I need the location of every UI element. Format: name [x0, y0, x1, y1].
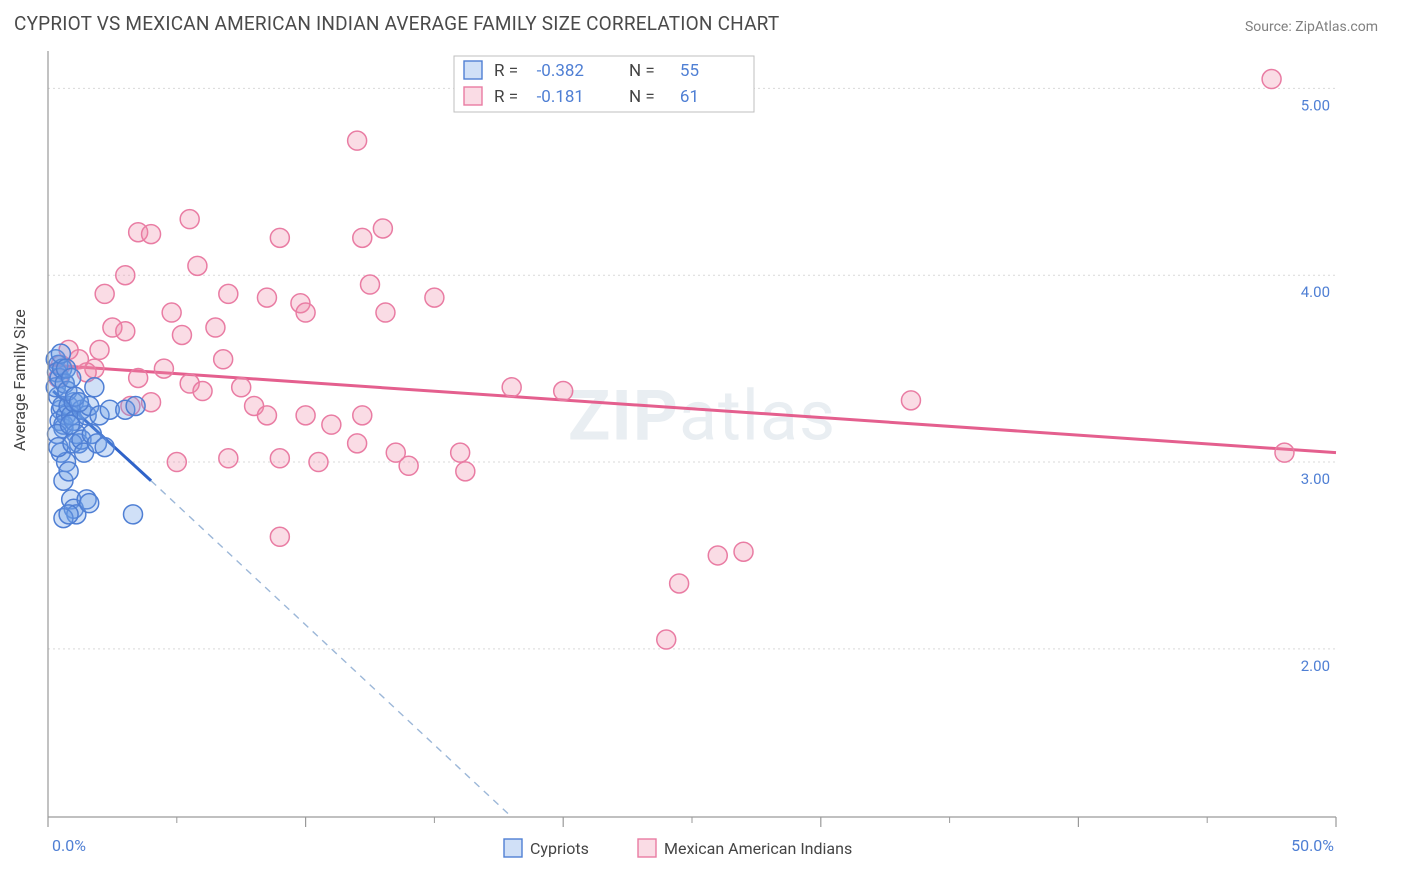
stats-N-label: N =	[629, 87, 655, 107]
data-point-cypriots	[80, 494, 99, 513]
data-point-mexican	[180, 210, 199, 229]
data-point-mexican	[116, 266, 135, 285]
legend-label-cypriots: Cypriots	[530, 839, 589, 858]
data-point-cypriots	[59, 505, 78, 524]
stats-R-label: R =	[494, 87, 518, 107]
data-point-mexican	[376, 303, 395, 322]
y-tick-label: 2.00	[1301, 657, 1330, 675]
stats-N-label: N =	[629, 61, 655, 81]
legend-swatch-cypriots	[504, 839, 522, 857]
trend-line-cypriots-extrapolated	[151, 481, 512, 817]
chart-container: Average Family Size 2.003.004.005.00ZIPa…	[14, 41, 1392, 892]
data-point-mexican	[154, 359, 173, 378]
data-point-mexican	[172, 325, 191, 344]
data-point-mexican	[399, 456, 418, 475]
stats-R-value-mexican: -0.181	[537, 87, 584, 107]
source-label: Source: ZipAtlas.com	[1245, 19, 1378, 35]
data-point-mexican	[270, 449, 289, 468]
data-point-mexican	[257, 406, 276, 425]
data-point-mexican	[502, 378, 521, 397]
data-point-cypriots	[95, 438, 114, 457]
data-point-mexican	[425, 288, 444, 307]
data-point-mexican	[657, 630, 676, 649]
data-point-mexican	[95, 284, 114, 303]
stats-R-value-cypriots: -0.382	[537, 61, 584, 81]
data-point-mexican	[373, 219, 392, 238]
data-point-cypriots	[62, 368, 81, 387]
data-point-mexican	[270, 228, 289, 247]
y-axis-label: Average Family Size	[10, 309, 29, 451]
data-point-cypriots	[59, 462, 78, 481]
stats-N-value-cypriots: 55	[680, 61, 699, 81]
data-point-mexican	[353, 228, 372, 247]
data-point-mexican	[219, 284, 238, 303]
data-point-mexican	[90, 340, 109, 359]
data-point-mexican	[142, 225, 161, 244]
data-point-cypriots	[126, 396, 145, 415]
data-point-mexican	[348, 434, 367, 453]
stats-N-value-mexican: 61	[680, 87, 699, 107]
data-point-mexican	[296, 303, 315, 322]
data-point-mexican	[1275, 443, 1294, 462]
x-axis-start-label: 0.0%	[52, 836, 86, 855]
data-point-mexican	[129, 368, 148, 387]
data-point-mexican	[670, 574, 689, 593]
data-point-mexican	[309, 453, 328, 472]
data-point-cypriots	[124, 505, 143, 524]
data-point-mexican	[257, 288, 276, 307]
data-point-mexican	[214, 350, 233, 369]
chart-title: CYPRIOT VS MEXICAN AMERICAN INDIAN AVERA…	[14, 12, 779, 35]
data-point-mexican	[1262, 70, 1281, 89]
legend-swatch-mexican	[638, 839, 656, 857]
data-point-mexican	[901, 391, 920, 410]
data-point-mexican	[554, 382, 573, 401]
data-point-mexican	[193, 382, 212, 401]
correlation-chart: 2.003.004.005.00ZIPatlas0.0%50.0%R =-0.3…	[14, 41, 1344, 892]
legend-label-mexican: Mexican American Indians	[664, 839, 852, 858]
data-point-mexican	[734, 542, 753, 561]
data-point-mexican	[348, 131, 367, 150]
y-tick-label: 3.00	[1301, 470, 1330, 488]
data-point-mexican	[296, 406, 315, 425]
data-point-mexican	[361, 275, 380, 294]
y-tick-label: 5.00	[1301, 96, 1330, 114]
stats-swatch-cypriots	[464, 61, 482, 79]
stats-R-label: R =	[494, 61, 518, 81]
y-tick-label: 4.00	[1301, 283, 1330, 301]
data-point-mexican	[116, 322, 135, 341]
data-point-cypriots	[69, 393, 88, 412]
x-axis-end-label: 50.0%	[1291, 836, 1334, 855]
data-point-mexican	[322, 415, 341, 434]
data-point-mexican	[451, 443, 470, 462]
header-bar: CYPRIOT VS MEXICAN AMERICAN INDIAN AVERA…	[0, 0, 1406, 35]
data-point-mexican	[219, 449, 238, 468]
data-point-mexican	[162, 303, 181, 322]
data-point-mexican	[456, 462, 475, 481]
data-point-cypriots	[85, 378, 104, 397]
data-point-mexican	[167, 453, 186, 472]
data-point-mexican	[353, 406, 372, 425]
data-point-mexican	[708, 546, 727, 565]
stats-swatch-mexican	[464, 87, 482, 105]
data-point-mexican	[232, 378, 251, 397]
data-point-mexican	[188, 256, 207, 275]
data-point-mexican	[270, 527, 289, 546]
data-point-mexican	[206, 318, 225, 337]
